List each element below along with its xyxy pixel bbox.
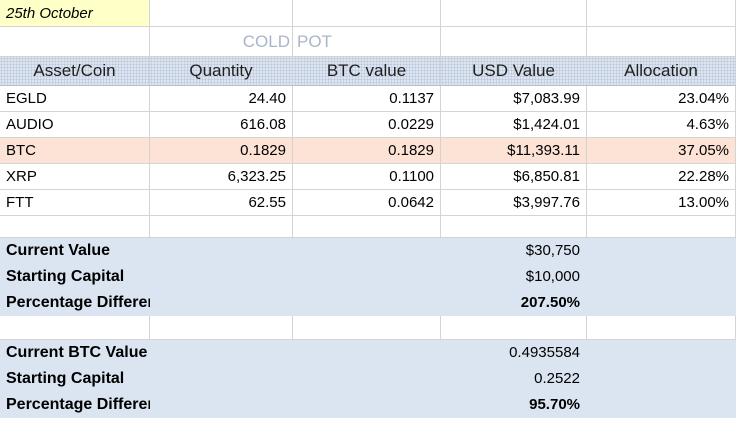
empty-cell[interactable] [587,0,736,27]
allocation-cell[interactable]: 13.00% [587,190,736,216]
coin-cell[interactable]: AUDIO [0,112,150,138]
empty-cell[interactable] [0,316,150,340]
empty-cell[interactable] [441,216,587,238]
usd-value-cell[interactable]: $3,997.76 [441,190,587,216]
coin-cell[interactable]: FTT [0,190,150,216]
empty-cell [293,392,441,418]
coin-cell[interactable]: EGLD [0,86,150,112]
btc-starting-capital-label[interactable]: Starting Capital [0,366,150,392]
empty-cell[interactable] [441,0,587,27]
empty-cell[interactable] [293,0,441,27]
empty-cell[interactable] [150,0,293,27]
btc-value-cell[interactable]: 0.1137 [293,86,441,112]
empty-cell [587,392,736,418]
empty-cell[interactable] [441,316,587,340]
empty-cell[interactable] [293,316,441,340]
summary-row: Current Value $30,750 [0,238,736,264]
empty-cell [150,264,293,290]
table-row-highlighted: BTC 0.1829 0.1829 $11,393.11 37.05% [0,138,736,164]
allocation-cell[interactable]: 23.04% [587,86,736,112]
btc-value-cell[interactable]: 0.1100 [293,164,441,190]
btc-starting-capital-value[interactable]: 0.2522 [441,366,587,392]
quantity-cell[interactable]: 616.08 [150,112,293,138]
summary-row: Starting Capital $10,000 [0,264,736,290]
btc-percentage-difference-label[interactable]: Percentage Difference [0,392,175,418]
allocation-cell[interactable]: 22.28% [587,164,736,190]
current-value-label[interactable]: Current Value [0,238,150,264]
empty-cell [150,366,293,392]
title-row: COLD POT [0,27,736,57]
usd-value-cell[interactable]: $6,850.81 [441,164,587,190]
empty-cell [293,366,441,392]
summary-row: Percentage Difference 207.50% [0,290,736,316]
empty-cell [293,264,441,290]
usd-value-cell[interactable]: $7,083.99 [441,86,587,112]
percentage-difference-value[interactable]: 207.50% [441,290,587,316]
quantity-cell[interactable]: 62.55 [150,190,293,216]
empty-cell [150,340,293,366]
empty-cell[interactable] [0,216,150,238]
header-usd-value[interactable]: USD Value [441,57,587,86]
empty-cell[interactable] [587,216,736,238]
empty-cell [293,340,441,366]
table-row: EGLD 24.40 0.1137 $7,083.99 23.04% [0,86,736,112]
empty-cell[interactable] [441,27,587,57]
empty-cell [587,366,736,392]
empty-cell [293,238,441,264]
empty-cell[interactable] [587,316,736,340]
blank-row [0,216,736,238]
title-right-cell[interactable]: POT [293,27,441,57]
empty-cell[interactable] [150,216,293,238]
empty-cell [293,290,441,316]
date-cell[interactable]: 25th October [0,0,150,27]
percentage-difference-label[interactable]: Percentage Difference [0,290,175,316]
header-btc-value[interactable]: BTC value [293,57,441,86]
empty-cell [587,340,736,366]
blank-row [0,316,736,340]
quantity-cell[interactable]: 0.1829 [150,138,293,164]
summary-row: Percentage Difference 95.70% [0,392,736,418]
title-left-cell[interactable]: COLD [150,27,293,57]
current-value[interactable]: $30,750 [441,238,587,264]
coin-cell[interactable]: XRP [0,164,150,190]
btc-value-cell[interactable]: 0.0229 [293,112,441,138]
starting-capital-label[interactable]: Starting Capital [0,264,150,290]
table-row: AUDIO 616.08 0.0229 $1,424.01 4.63% [0,112,736,138]
usd-value-cell[interactable]: $1,424.01 [441,112,587,138]
starting-capital-value[interactable]: $10,000 [441,264,587,290]
date-row: 25th October [0,0,736,27]
empty-cell[interactable] [0,27,150,57]
coin-cell[interactable]: BTC [0,138,150,164]
current-btc-value-label[interactable]: Current BTC Value [0,340,150,366]
summary-row: Current BTC Value 0.4935584 [0,340,736,366]
btc-value-cell[interactable]: 0.0642 [293,190,441,216]
empty-cell [587,238,736,264]
table-row: XRP 6,323.25 0.1100 $6,850.81 22.28% [0,164,736,190]
empty-cell [150,392,293,418]
empty-cell[interactable] [150,316,293,340]
quantity-cell[interactable]: 6,323.25 [150,164,293,190]
empty-cell [587,290,736,316]
btc-percentage-difference-value[interactable]: 95.70% [441,392,587,418]
current-btc-value[interactable]: 0.4935584 [441,340,587,366]
empty-cell[interactable] [293,216,441,238]
empty-cell [150,238,293,264]
usd-value-cell[interactable]: $11,393.11 [441,138,587,164]
quantity-cell[interactable]: 24.40 [150,86,293,112]
empty-cell [150,290,293,316]
header-asset[interactable]: Asset/Coin [0,57,150,86]
allocation-cell[interactable]: 4.63% [587,112,736,138]
header-row: Asset/Coin Quantity BTC value USD Value … [0,57,736,86]
allocation-cell[interactable]: 37.05% [587,138,736,164]
header-allocation[interactable]: Allocation [587,57,736,86]
btc-value-cell[interactable]: 0.1829 [293,138,441,164]
summary-row: Starting Capital 0.2522 [0,366,736,392]
header-quantity[interactable]: Quantity [150,57,293,86]
empty-cell[interactable] [587,27,736,57]
table-row: FTT 62.55 0.0642 $3,997.76 13.00% [0,190,736,216]
empty-cell [587,264,736,290]
